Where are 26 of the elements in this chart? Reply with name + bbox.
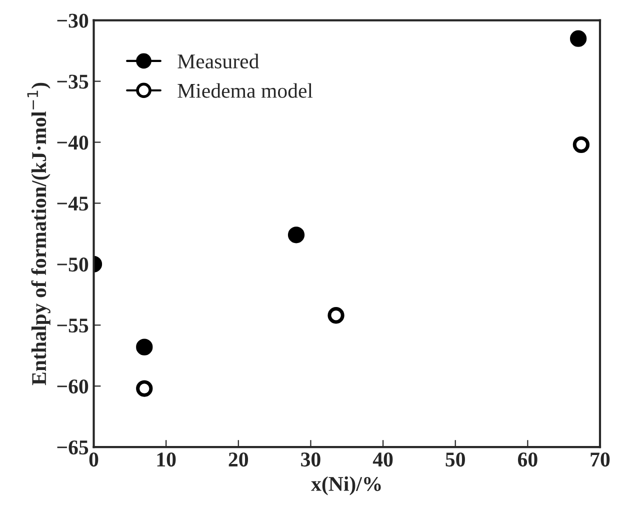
y-tick-label: −30 <box>57 14 88 28</box>
x-tick-label: 10 <box>157 452 176 467</box>
x-tick-label: 40 <box>372 452 393 467</box>
point <box>572 136 590 153</box>
y-tick-label: −55 <box>57 318 88 333</box>
point <box>136 380 153 397</box>
y-tick-label: −40 <box>57 136 88 150</box>
point <box>570 30 587 47</box>
x-tick-label: 20 <box>228 452 248 467</box>
y-tick-label: −50 <box>57 258 88 272</box>
point <box>288 226 305 244</box>
point <box>136 338 153 356</box>
legend-label: Measured <box>178 54 259 68</box>
y-tick-label: −35 <box>57 74 88 89</box>
x-tick-label: 30 <box>301 452 320 467</box>
x-tick-label: 70 <box>590 452 610 467</box>
y-tick-label: −65 <box>57 440 88 454</box>
x-tick-label: 50 <box>446 452 465 467</box>
x-tick-label: 0 <box>89 452 98 467</box>
legend-label: Miedema model <box>178 83 313 98</box>
y-tick-label: −60 <box>57 379 88 394</box>
y-tick-label: −45 <box>57 196 88 211</box>
x-tick-label: 60 <box>518 452 538 467</box>
x-axis-title: x(Ni)/% <box>311 476 381 496</box>
point <box>328 307 344 324</box>
y-axis-title: Enthalpy of formation/(kJ·mol$^{−1}$) <box>27 82 50 386</box>
